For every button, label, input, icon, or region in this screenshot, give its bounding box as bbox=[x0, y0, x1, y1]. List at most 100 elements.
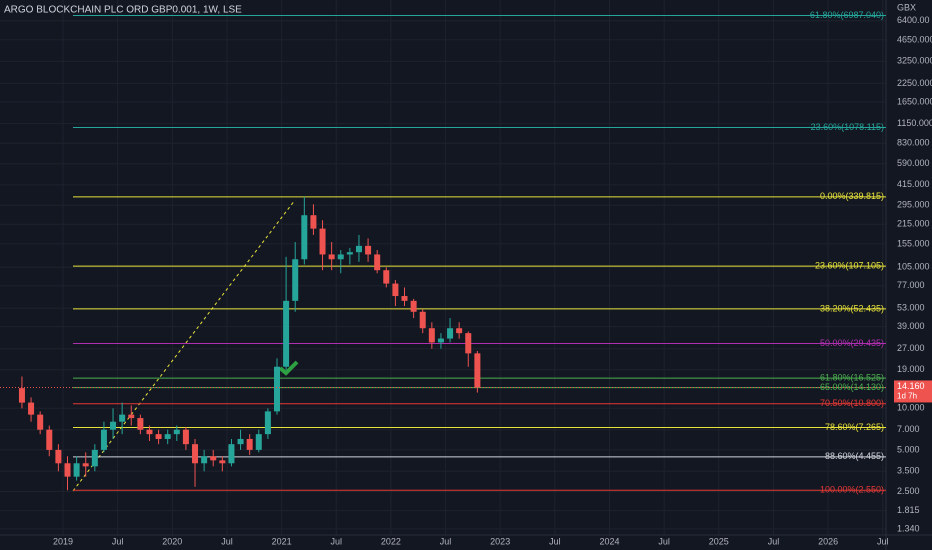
candle-body bbox=[456, 328, 463, 334]
candle-body bbox=[401, 296, 408, 301]
fib-label: 65.00%(14.130) bbox=[820, 382, 884, 392]
candle-body bbox=[28, 402, 35, 415]
x-tick-label: 2026 bbox=[818, 536, 838, 546]
candle-body bbox=[100, 429, 107, 450]
candle-body bbox=[37, 414, 44, 430]
fib-label: 78.60%(7.265) bbox=[825, 422, 884, 432]
y-tick-label: 830.000 bbox=[897, 138, 930, 148]
candle-body bbox=[374, 254, 381, 271]
candle-body bbox=[383, 270, 390, 284]
candle-body bbox=[273, 366, 280, 412]
fib-label: -61.80%(6987.040) bbox=[807, 10, 884, 20]
candle-body bbox=[201, 456, 208, 464]
candle-body bbox=[465, 333, 472, 354]
candle-body bbox=[55, 449, 62, 464]
candle-body bbox=[164, 434, 171, 439]
candle-body bbox=[328, 254, 335, 260]
y-tick-label: 590.000 bbox=[897, 158, 930, 168]
candle-body bbox=[46, 429, 53, 450]
x-tick-label: 2020 bbox=[162, 536, 182, 546]
y-unit: GBX bbox=[897, 2, 916, 12]
check-icon bbox=[278, 360, 299, 376]
y-tick-label: 5.000 bbox=[897, 444, 920, 454]
y-tick-label: 3.500 bbox=[897, 466, 920, 476]
candle-body bbox=[128, 414, 135, 419]
x-tick-label: Jul bbox=[330, 536, 342, 546]
candle-body bbox=[474, 353, 481, 388]
candle-body bbox=[428, 328, 435, 343]
y-tick-label: 105.000 bbox=[897, 262, 930, 272]
y-tick-label: 53.000 bbox=[897, 303, 925, 313]
y-tick-label: 3250.000 bbox=[897, 56, 932, 66]
x-tick-label: Jul bbox=[658, 536, 670, 546]
candle-body bbox=[292, 259, 299, 301]
candle-body bbox=[173, 429, 180, 435]
x-tick-label: 2025 bbox=[709, 536, 729, 546]
candle-body bbox=[310, 215, 317, 229]
x-tick-label: 2024 bbox=[599, 536, 619, 546]
x-tick-label: Jul bbox=[440, 536, 452, 546]
candle-body bbox=[146, 429, 153, 435]
candle-body bbox=[447, 328, 454, 339]
candle-body bbox=[110, 421, 117, 430]
chart-title: ARGO BLOCKCHAIN PLC ORD GBP0.001, 1W, LS… bbox=[4, 5, 242, 16]
price-tag bbox=[894, 380, 932, 403]
x-tick-label: 2021 bbox=[272, 536, 292, 546]
y-tick-label: 10.000 bbox=[897, 403, 925, 413]
y-tick-label: 295.000 bbox=[897, 200, 930, 210]
candle-body bbox=[64, 463, 71, 477]
trend-line bbox=[72, 199, 296, 492]
y-tick-label: 155.000 bbox=[897, 238, 930, 248]
y-tick-label: 39.000 bbox=[897, 321, 925, 331]
candle-body bbox=[219, 460, 226, 464]
candle-body bbox=[155, 434, 162, 439]
fib-label: 38.20%(52.435) bbox=[820, 303, 884, 313]
y-tick-label: 6400.00 bbox=[897, 15, 930, 25]
candle-body bbox=[246, 438, 253, 450]
x-tick-label: Jul bbox=[112, 536, 124, 546]
x-tick-label: Jul bbox=[877, 536, 889, 546]
y-tick-label: 2250.000 bbox=[897, 78, 932, 88]
fib-label: 50.00%(29.435) bbox=[820, 338, 884, 348]
x-tick-label: 2023 bbox=[490, 536, 510, 546]
candle-body bbox=[228, 444, 235, 464]
candle-body bbox=[437, 338, 444, 343]
candle-body bbox=[91, 449, 98, 467]
y-tick-label: 1.815 bbox=[897, 505, 920, 515]
candle-body bbox=[119, 414, 126, 422]
x-tick-label: Jul bbox=[768, 536, 780, 546]
y-tick-label: 7.000 bbox=[897, 424, 920, 434]
candle-body bbox=[73, 463, 80, 477]
grid bbox=[0, 0, 886, 535]
y-tick-label: 1.340 bbox=[897, 523, 920, 533]
candle-body bbox=[365, 245, 372, 255]
x-tick-label: 2022 bbox=[381, 536, 401, 546]
candle-body bbox=[264, 411, 271, 435]
candle-body bbox=[419, 311, 426, 329]
candle-body bbox=[192, 444, 199, 464]
candle-body bbox=[355, 245, 362, 253]
candle-body bbox=[255, 434, 262, 450]
candle-body bbox=[18, 388, 25, 403]
y-tick-label: 1150.000 bbox=[897, 118, 932, 128]
y-tick-label: 215.000 bbox=[897, 219, 930, 229]
candle-body bbox=[337, 254, 344, 260]
countdown: 1d 7h bbox=[897, 392, 917, 401]
y-tick-label: 4650.000 bbox=[897, 34, 932, 44]
y-tick-label: 2.500 bbox=[897, 486, 920, 496]
y-tick-label: 19.000 bbox=[897, 364, 925, 374]
candle-body bbox=[410, 300, 417, 312]
fib-label: 70.50%(10.800) bbox=[820, 398, 884, 408]
candle-body bbox=[392, 283, 399, 297]
fib-label: 100.00%(2.550) bbox=[820, 485, 884, 495]
candle-body bbox=[346, 252, 353, 255]
x-tick-label: Jul bbox=[221, 536, 233, 546]
candle-body bbox=[82, 463, 89, 467]
candle-body bbox=[237, 438, 244, 445]
x-tick-label: 2019 bbox=[53, 536, 73, 546]
fib-label: -23.60%(1078.115) bbox=[808, 122, 884, 132]
candle-body bbox=[137, 418, 144, 430]
candle-body bbox=[301, 215, 308, 260]
